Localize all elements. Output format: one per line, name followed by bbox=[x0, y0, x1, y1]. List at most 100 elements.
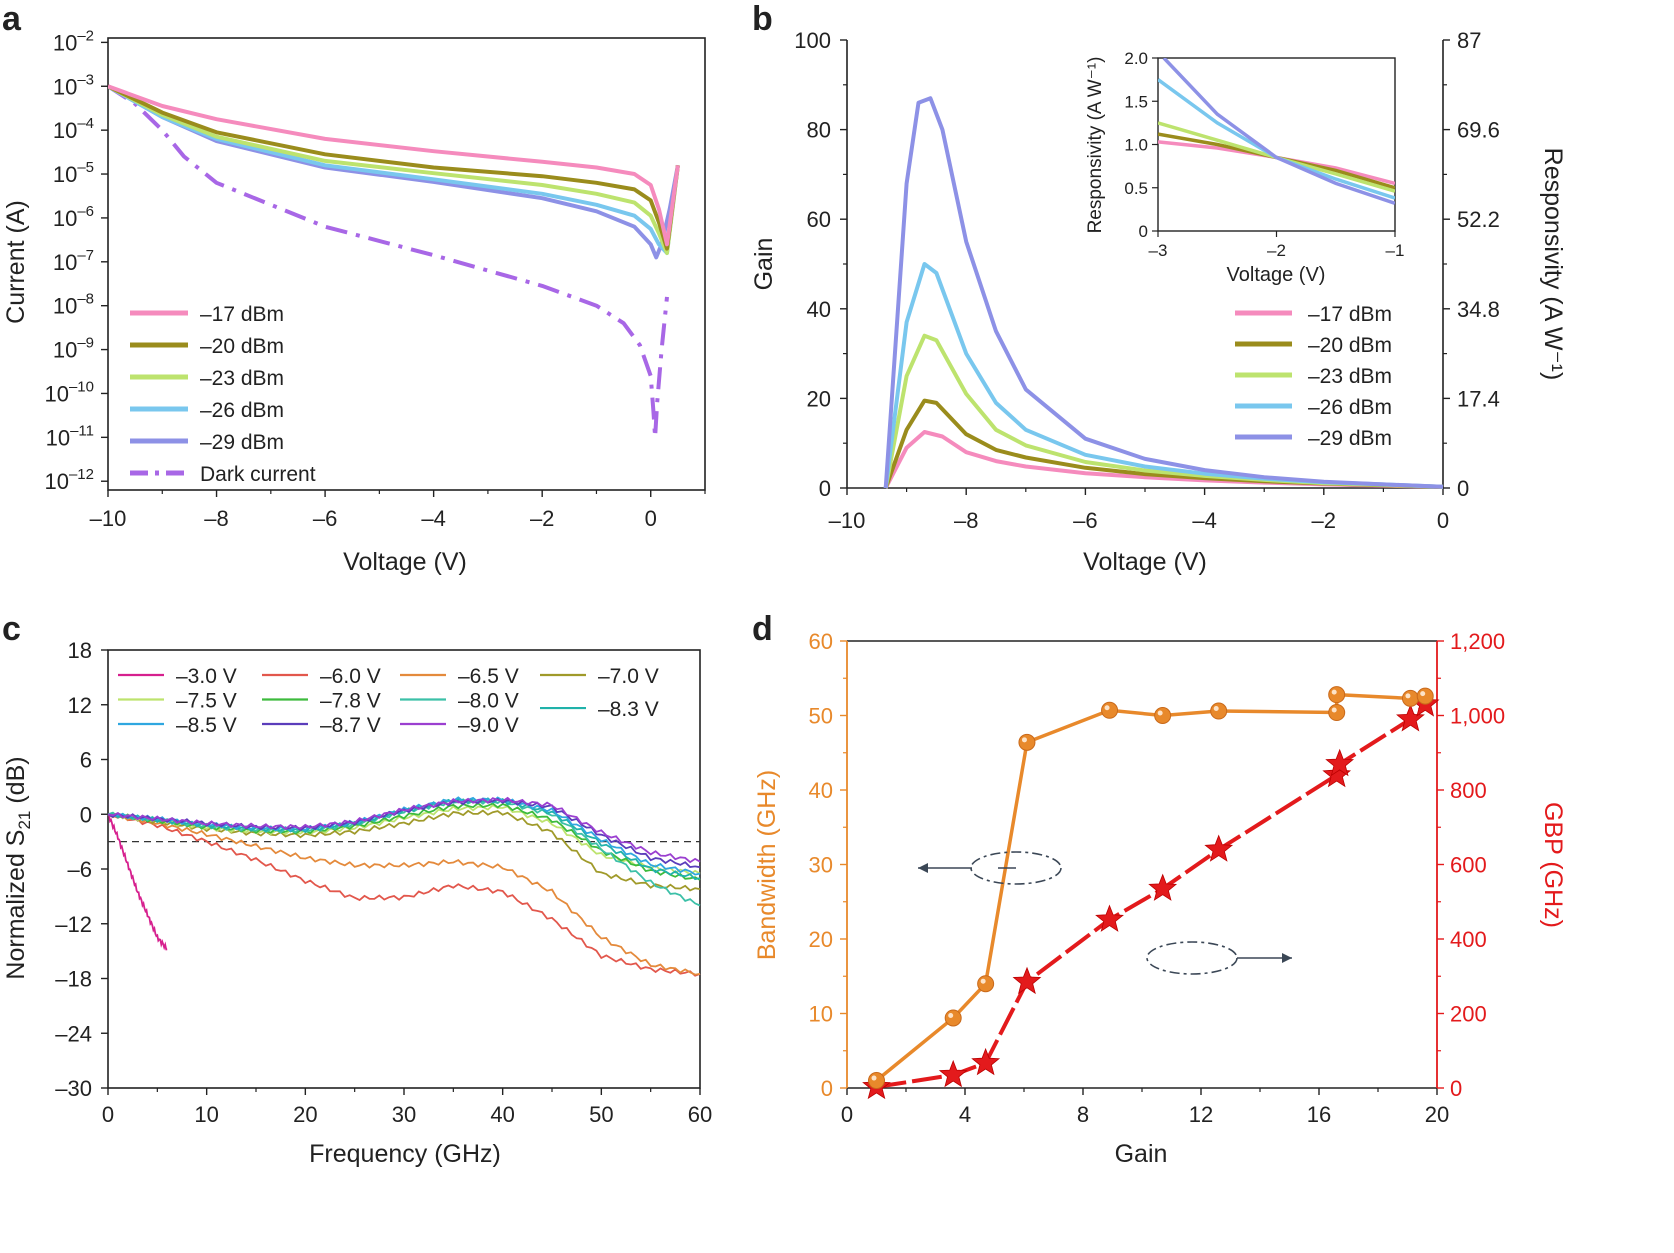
inset-y-axis-label: Responsivity (A W⁻¹) bbox=[1085, 57, 1106, 234]
bandwidth-marker bbox=[1018, 733, 1036, 751]
y-tick-label-c: –6 bbox=[68, 857, 92, 882]
tick-base: 10 bbox=[53, 338, 77, 363]
y-right-tick-label-b: 34.8 bbox=[1457, 297, 1500, 322]
bandwidth-marker-highlight bbox=[1157, 710, 1163, 716]
y-tick-label-b: 40 bbox=[807, 297, 831, 322]
bandwidth-marker bbox=[977, 975, 995, 993]
legend-label-a: Dark current bbox=[200, 463, 316, 486]
y-tick-label-d: 60 bbox=[809, 629, 833, 654]
y-axis-label-d: Bandwidth (GHz) bbox=[753, 770, 781, 960]
tick-exponent: –10 bbox=[69, 378, 94, 395]
series-line-c bbox=[107, 813, 168, 951]
tick-exponent: –2 bbox=[77, 27, 94, 44]
legend-label-c: –7.0 V bbox=[598, 665, 659, 688]
tick-exponent: –7 bbox=[77, 247, 94, 264]
tick-exponent: –5 bbox=[77, 159, 94, 176]
y-tick-label-a: 10–4 bbox=[53, 115, 94, 143]
legend-label-c: –9.0 V bbox=[458, 714, 519, 737]
y-tick-label-c: –18 bbox=[55, 967, 92, 992]
y-tick-label-d: 40 bbox=[809, 778, 833, 803]
y-tick-label-d: 10 bbox=[809, 1002, 833, 1027]
x-tick-label-c: 40 bbox=[490, 1102, 514, 1127]
gbp-star-marker bbox=[938, 1059, 968, 1088]
bandwidth-marker bbox=[1416, 687, 1434, 705]
tick-base: 10 bbox=[53, 74, 77, 99]
right-arrow-head-icon bbox=[1282, 953, 1292, 963]
y-tick-label-a: 10–8 bbox=[53, 291, 94, 319]
bandwidth-marker-highlight bbox=[1420, 691, 1426, 697]
tick-base: 10 bbox=[44, 381, 68, 406]
legend-label-c: –6.0 V bbox=[320, 665, 381, 688]
y-right-tick-label-d: 1,200 bbox=[1450, 629, 1505, 654]
y-tick-label-c: 12 bbox=[68, 693, 92, 718]
panel-a: –10 –8 –6 –4 –2 010–210–310–410–510–610–710–8… bbox=[2, 27, 706, 576]
tick-exponent: –12 bbox=[69, 466, 94, 483]
x-tick-label-c: 50 bbox=[589, 1102, 613, 1127]
series-line-26dbm bbox=[108, 84, 680, 255]
y-tick-label-b: 80 bbox=[807, 118, 831, 143]
legend-label-c: –6.5 V bbox=[458, 665, 519, 688]
tick-base: 10 bbox=[53, 250, 77, 275]
inset-x-tick-label: –2 bbox=[1267, 241, 1286, 260]
bandwidth-marker bbox=[868, 1072, 885, 1090]
y-right-tick-label-b: 17.4 bbox=[1457, 386, 1500, 411]
inset-series-group bbox=[1158, 58, 1395, 205]
y-tick-label-b: 60 bbox=[807, 207, 831, 232]
inset-y-tick-label: 0 bbox=[1139, 222, 1148, 241]
bandwidth-marker-highlight bbox=[1331, 707, 1337, 713]
bandwidth-marker bbox=[1328, 704, 1346, 722]
panel-c: 0 10 20 30 40 50 60 –30 –24 –18 –12 –6 0 6 12 18 Frequen… bbox=[2, 638, 712, 1168]
tick-base: 10 bbox=[44, 469, 68, 494]
x-tick-label-d: 16 bbox=[1307, 1102, 1331, 1127]
legend-label-a: –23 dBm bbox=[200, 367, 284, 390]
inset-x-tick-label: –1 bbox=[1386, 241, 1405, 260]
legend-label-b: –17 dBm bbox=[1308, 303, 1392, 326]
y-tick-label-a: 10–5 bbox=[53, 159, 94, 187]
y-axis-label-part: (dB) bbox=[2, 756, 30, 810]
gbp-axis-indicator-ellipse bbox=[1146, 941, 1238, 975]
x-axis-label-d: Gain bbox=[1115, 1140, 1168, 1168]
gbp-star-marker bbox=[1095, 904, 1124, 932]
inset-y-tick-label: 0.5 bbox=[1124, 179, 1148, 198]
y-tick-label-b: 100 bbox=[794, 28, 831, 53]
y-tick-label-c: –12 bbox=[55, 912, 92, 937]
y-tick-label-d: 50 bbox=[809, 704, 833, 729]
x-tick-label-c: 30 bbox=[392, 1102, 416, 1127]
y-tick-label-d: 20 bbox=[809, 927, 833, 952]
y-right-tick-label-b: 0 bbox=[1457, 476, 1469, 501]
bandwidth-marker-highlight bbox=[948, 1012, 954, 1018]
x-tick-label-b: 0 bbox=[1437, 508, 1449, 533]
legend-label-a: –20 dBm bbox=[200, 335, 284, 358]
legend-label-c: –7.8 V bbox=[320, 690, 381, 713]
y-right-tick-label-d: 1,000 bbox=[1450, 704, 1505, 729]
bandwidth-marker-highlight bbox=[871, 1075, 877, 1081]
bandwidth-axis-indicator-ellipse bbox=[970, 851, 1062, 885]
gbp-star-marker bbox=[1012, 966, 1042, 995]
x-tick-label-c: 10 bbox=[194, 1102, 218, 1127]
legend-label-c: –8.0 V bbox=[458, 690, 519, 713]
legend-label-c: –3.0 V bbox=[176, 665, 237, 688]
panel-letter-b: b bbox=[752, 0, 773, 38]
y-axis-label-part: 21 bbox=[15, 811, 34, 830]
x-tick-label-b: –10 bbox=[829, 508, 866, 533]
x-axis-label-c: Frequency (GHz) bbox=[309, 1140, 501, 1168]
bandwidth-marker bbox=[1328, 686, 1346, 704]
y-right-tick-label-b: 69.6 bbox=[1457, 118, 1500, 143]
series-group-a bbox=[108, 84, 680, 440]
x-tick-label-d: 0 bbox=[841, 1102, 853, 1127]
y-tick-label-a: 10–2 bbox=[53, 27, 94, 55]
tick-exponent: –11 bbox=[70, 422, 94, 439]
series-line-c bbox=[107, 813, 701, 976]
inset-series-line bbox=[1162, 58, 1395, 205]
inset-b: –3 –2 –1 0 0.5 1.0 1.5 2.0 Voltage (V) Responsivi… bbox=[1085, 49, 1404, 286]
series-line-23dbm bbox=[108, 84, 680, 255]
y-right-tick-label-d: 800 bbox=[1450, 778, 1487, 803]
tick-exponent: –9 bbox=[77, 335, 94, 352]
y-tick-label-a: 10–12 bbox=[44, 466, 94, 494]
panel-letter-d: d bbox=[752, 610, 773, 648]
x-tick-label-d: 8 bbox=[1077, 1102, 1089, 1127]
y-right-tick-label-d: 200 bbox=[1450, 1002, 1487, 1027]
x-tick-label-b: –8 bbox=[954, 508, 978, 533]
y-right-tick-label-d: 600 bbox=[1450, 853, 1487, 878]
